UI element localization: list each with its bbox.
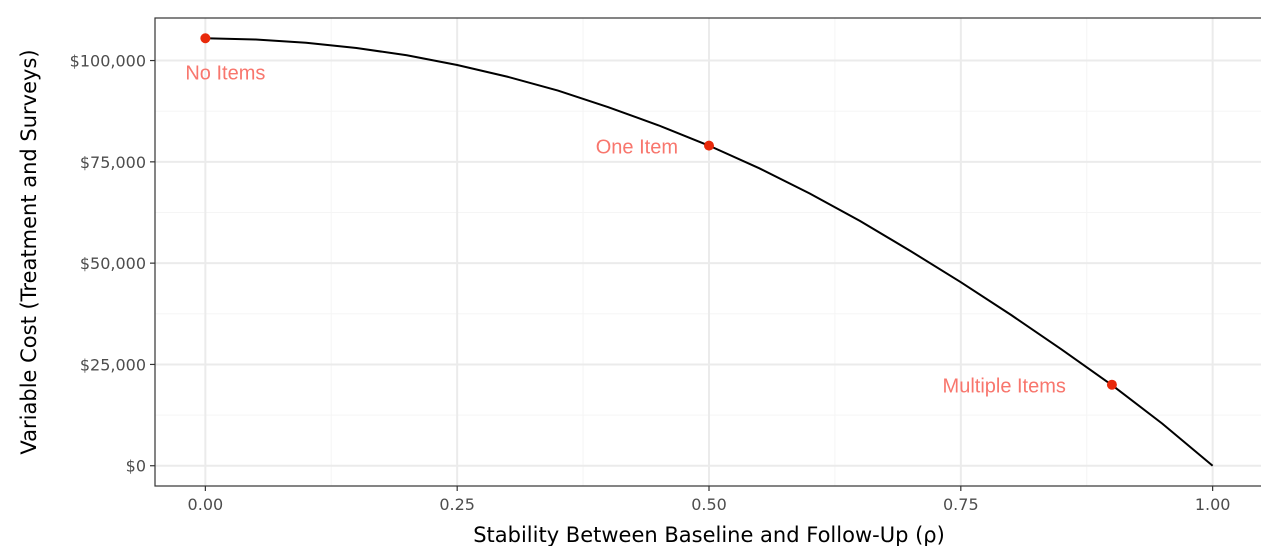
y-tick-label: $0	[126, 457, 146, 476]
x-axis-title: Stability Between Baseline and Follow-Up…	[473, 523, 945, 546]
y-axis-title: Variable Cost (Treatment and Surveys)	[17, 49, 41, 454]
points-layer	[200, 33, 1117, 390]
y-tick-label: $25,000	[80, 355, 146, 374]
x-axis-ticks: 0.00 0.25 0.50 0.75 1.00	[188, 486, 1231, 514]
x-tick-label: 0.50	[691, 495, 727, 514]
data-point	[1106, 379, 1117, 390]
y-tick-label: $75,000	[80, 153, 146, 172]
x-tick-label: 0.25	[439, 495, 475, 514]
y-tick-label: $100,000	[70, 52, 146, 71]
x-tick-label: 0.00	[188, 495, 224, 514]
point-label: No Items	[185, 62, 265, 84]
y-axis-ticks: $0 $25,000 $50,000 $75,000 $100,000	[70, 52, 155, 476]
point-labels: No Items One Item Multiple Items	[185, 62, 1066, 397]
x-tick-label: 1.00	[1195, 495, 1231, 514]
data-point	[704, 140, 714, 151]
y-tick-label: $50,000	[80, 254, 146, 273]
grid-major	[155, 18, 1261, 486]
data-point	[200, 33, 211, 44]
point-label: One Item	[596, 137, 678, 159]
point-label: Multiple Items	[943, 376, 1066, 398]
x-tick-label: 0.75	[943, 495, 979, 514]
